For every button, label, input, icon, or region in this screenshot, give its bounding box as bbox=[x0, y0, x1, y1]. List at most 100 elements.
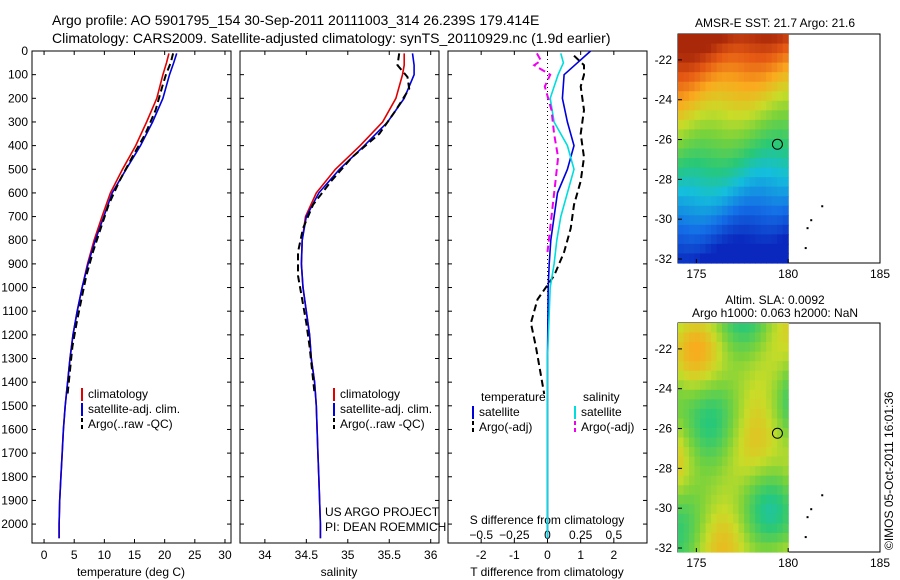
map-cell bbox=[755, 253, 762, 264]
map-cell bbox=[727, 205, 734, 216]
map-cell bbox=[705, 196, 712, 207]
map-cell bbox=[755, 342, 762, 353]
map-cell bbox=[700, 119, 707, 131]
map-y-tick-label: -30 bbox=[655, 501, 673, 515]
map-cell bbox=[716, 62, 723, 73]
map-cell bbox=[711, 196, 718, 207]
map-cell bbox=[683, 408, 690, 420]
map-cell bbox=[711, 119, 718, 131]
map-cell bbox=[711, 34, 718, 45]
map-cell bbox=[700, 186, 707, 197]
map-cell bbox=[678, 138, 685, 150]
depth-tick-label: 1000 bbox=[1, 281, 28, 295]
map-cell bbox=[760, 399, 767, 410]
map-cell bbox=[782, 408, 789, 420]
map-cell bbox=[689, 253, 696, 264]
map-cell bbox=[760, 456, 767, 467]
map-cell bbox=[782, 224, 789, 235]
map-cell bbox=[700, 456, 707, 467]
map-cell bbox=[782, 332, 789, 343]
map-cell bbox=[744, 215, 751, 226]
map-cell bbox=[771, 542, 778, 553]
map-cell bbox=[771, 494, 778, 505]
map-cell bbox=[744, 389, 751, 400]
map-cell bbox=[749, 370, 756, 381]
map-cell bbox=[678, 466, 685, 477]
map-cell bbox=[760, 332, 767, 343]
map-cell bbox=[705, 138, 712, 150]
temperature-axis-label: temperature (deg C) bbox=[77, 565, 185, 579]
map-cell bbox=[749, 243, 756, 255]
map-cell bbox=[755, 532, 762, 544]
map-cell bbox=[744, 323, 751, 334]
map-cell bbox=[722, 380, 729, 391]
map-cell bbox=[727, 158, 734, 169]
map-cell bbox=[716, 243, 723, 255]
map-cell bbox=[705, 323, 712, 334]
map-cell bbox=[782, 456, 789, 467]
map-cell bbox=[711, 177, 718, 188]
map-cell bbox=[716, 224, 723, 235]
depth-tick-label: 1500 bbox=[1, 399, 28, 413]
map-cell bbox=[733, 129, 740, 140]
map-cell bbox=[766, 447, 773, 458]
temperature-x-tick-label: 25 bbox=[188, 548, 202, 562]
map-cell bbox=[755, 205, 762, 216]
map-cell bbox=[700, 447, 707, 458]
legend-entry: Argo(-adj) bbox=[479, 420, 532, 434]
map-cell bbox=[766, 389, 773, 400]
map-cell bbox=[683, 523, 690, 534]
map-cell bbox=[711, 138, 718, 150]
map-cell bbox=[760, 53, 767, 64]
map-cell bbox=[777, 447, 784, 458]
argo-position-marker bbox=[771, 427, 783, 439]
map-cell bbox=[760, 138, 767, 150]
map-cell bbox=[738, 361, 745, 372]
map-cell bbox=[738, 332, 745, 343]
map-cell bbox=[760, 447, 767, 458]
imos-stamp: ©IMOS 05-Oct-2011 16:01:36 bbox=[882, 391, 896, 550]
map-cell bbox=[744, 186, 751, 197]
map-cell bbox=[766, 323, 773, 334]
map-cell bbox=[782, 323, 789, 334]
map-cell bbox=[722, 485, 729, 496]
map-cell bbox=[700, 234, 707, 245]
map-cell bbox=[733, 91, 740, 102]
map-cell bbox=[771, 224, 778, 235]
map-cell bbox=[689, 399, 696, 410]
map-cell bbox=[749, 332, 756, 343]
map-cell bbox=[760, 370, 767, 381]
map-cell bbox=[711, 494, 718, 505]
map-cell bbox=[678, 234, 685, 245]
map-cell bbox=[694, 456, 701, 467]
map-cell bbox=[716, 370, 723, 381]
map-cell bbox=[766, 494, 773, 505]
map-cell bbox=[722, 129, 729, 140]
map-cell bbox=[782, 205, 789, 216]
map-cell bbox=[777, 494, 784, 505]
map-cell bbox=[705, 437, 712, 448]
map-cell bbox=[722, 532, 729, 544]
map-y-tick-label: -24 bbox=[655, 93, 673, 107]
map-cell bbox=[738, 380, 745, 391]
map-cell bbox=[749, 253, 756, 264]
map-cell bbox=[689, 456, 696, 467]
map-cell bbox=[766, 466, 773, 477]
map-cell bbox=[755, 361, 762, 372]
map-cell bbox=[678, 332, 685, 343]
map-cell bbox=[689, 43, 696, 54]
map-cell bbox=[760, 215, 767, 226]
map-cell bbox=[678, 148, 685, 159]
map-cell bbox=[722, 81, 729, 92]
map-cell bbox=[771, 62, 778, 73]
legend-entry: satellite bbox=[581, 405, 622, 419]
salinity-series-climatology bbox=[300, 53, 405, 539]
map-cell bbox=[771, 370, 778, 381]
map-cell bbox=[678, 167, 685, 178]
map-cell bbox=[760, 186, 767, 197]
map-cell bbox=[678, 494, 685, 505]
map-cell bbox=[755, 475, 762, 486]
map-cell bbox=[760, 504, 767, 515]
map-cell bbox=[705, 158, 712, 169]
map-cell bbox=[733, 43, 740, 54]
